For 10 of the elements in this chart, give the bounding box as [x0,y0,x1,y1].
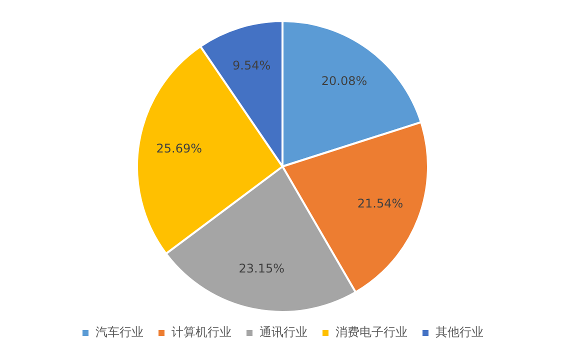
data-label: 9.54% [232,58,271,73]
data-label: 25.69% [156,141,202,156]
legend-label: 其他行业 [436,325,484,340]
legend-label: 汽车行业 [96,325,144,340]
data-label: 20.08% [321,74,368,88]
data-label: 21.54% [357,196,404,210]
legend-label: 消费电子行业 [336,325,408,340]
data-label: 23.15% [238,261,284,276]
legend-label: 计算机行业 [172,325,232,340]
legend-label: 通讯行业 [260,325,308,340]
